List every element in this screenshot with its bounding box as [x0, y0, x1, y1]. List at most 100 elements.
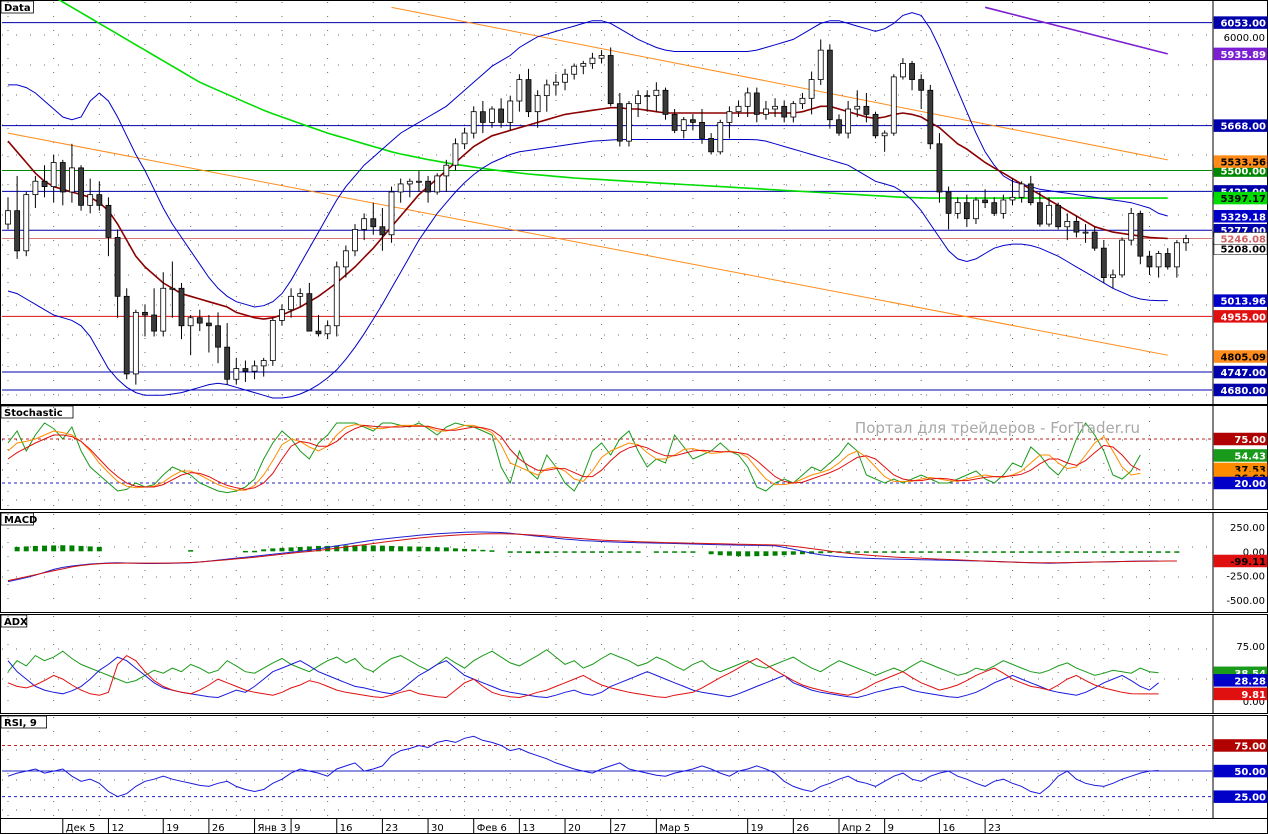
stochastic-panel[interactable] — [2, 407, 1212, 507]
candle[interactable] — [927, 84, 934, 150]
candle[interactable] — [160, 272, 167, 337]
candle[interactable] — [342, 245, 349, 278]
candle[interactable] — [151, 288, 158, 337]
candle[interactable] — [123, 288, 130, 380]
candle[interactable] — [507, 95, 514, 131]
candle[interactable] — [635, 90, 641, 118]
candle[interactable] — [205, 315, 212, 353]
candle[interactable] — [863, 92, 870, 123]
candle[interactable] — [14, 175, 21, 259]
candle[interactable] — [881, 130, 888, 152]
candle[interactable] — [653, 82, 660, 112]
candle[interactable] — [260, 357, 267, 377]
candle[interactable] — [215, 312, 221, 364]
candle[interactable] — [105, 197, 112, 257]
candle[interactable] — [982, 189, 989, 209]
candle[interactable] — [872, 111, 879, 139]
candle[interactable] — [1064, 213, 1071, 241]
candle[interactable] — [854, 90, 861, 118]
candle[interactable] — [963, 194, 970, 227]
candle[interactable] — [32, 175, 39, 209]
candle[interactable] — [717, 119, 724, 155]
candle[interactable] — [59, 159, 66, 206]
candle[interactable] — [416, 170, 422, 192]
candle[interactable] — [41, 165, 48, 198]
adx-panel[interactable] — [2, 616, 1212, 711]
candle[interactable] — [945, 186, 952, 230]
candle[interactable] — [909, 60, 915, 91]
candle[interactable] — [1055, 202, 1062, 230]
candle[interactable] — [571, 63, 578, 80]
candle[interactable] — [142, 304, 148, 337]
candle[interactable] — [406, 178, 413, 198]
candle[interactable] — [1146, 250, 1153, 275]
candle[interactable] — [1110, 269, 1116, 289]
candle[interactable] — [187, 315, 194, 356]
candle[interactable] — [1183, 234, 1189, 251]
candle[interactable] — [1027, 175, 1034, 206]
candle[interactable] — [443, 159, 450, 192]
candle[interactable] — [1082, 224, 1089, 243]
candle[interactable] — [388, 186, 395, 243]
candle[interactable] — [845, 100, 852, 139]
candle[interactable] — [1128, 208, 1135, 246]
candle[interactable] — [626, 100, 632, 147]
candle[interactable] — [589, 52, 596, 69]
candle[interactable] — [23, 191, 30, 257]
candle[interactable] — [598, 50, 605, 64]
candle[interactable] — [1155, 250, 1162, 278]
candle[interactable] — [991, 197, 998, 217]
candle[interactable] — [1009, 178, 1016, 206]
candle[interactable] — [918, 74, 925, 110]
candle[interactable] — [753, 87, 760, 123]
candle[interactable] — [936, 133, 943, 203]
candle[interactable] — [269, 317, 276, 366]
candle[interactable] — [534, 90, 541, 128]
candle[interactable] — [479, 100, 486, 134]
candle[interactable] — [279, 304, 285, 326]
candle[interactable] — [425, 175, 431, 203]
candle[interactable] — [562, 68, 568, 91]
candle[interactable] — [735, 100, 742, 118]
candle[interactable] — [114, 229, 121, 318]
candle[interactable] — [78, 165, 84, 211]
candle[interactable] — [616, 92, 623, 147]
candle[interactable] — [242, 360, 249, 382]
candle[interactable] — [689, 114, 696, 131]
candle[interactable] — [498, 98, 505, 128]
candle[interactable] — [890, 74, 897, 136]
candle[interactable] — [169, 261, 176, 318]
price-panel[interactable] — [2, 0, 1212, 402]
candle[interactable] — [251, 360, 258, 380]
candle[interactable] — [699, 109, 705, 144]
candle[interactable] — [525, 68, 532, 118]
candle[interactable] — [1000, 194, 1007, 219]
candle[interactable] — [817, 39, 824, 85]
candle[interactable] — [790, 100, 797, 123]
candle[interactable] — [5, 197, 11, 230]
candle[interactable] — [233, 357, 240, 385]
rsi-panel[interactable] — [2, 717, 1212, 816]
candle[interactable] — [96, 181, 103, 211]
candle[interactable] — [1073, 216, 1080, 238]
candle[interactable] — [315, 315, 322, 337]
candle[interactable] — [836, 114, 842, 136]
candle[interactable] — [324, 320, 331, 340]
candle[interactable] — [1100, 240, 1107, 283]
candle[interactable] — [352, 224, 358, 257]
candle[interactable] — [1018, 181, 1025, 203]
candle[interactable] — [954, 197, 961, 219]
candle[interactable] — [196, 309, 203, 332]
candle[interactable] — [132, 309, 139, 385]
candle[interactable] — [607, 47, 614, 107]
candle[interactable] — [772, 98, 778, 118]
candle[interactable] — [69, 143, 75, 203]
candle[interactable] — [397, 178, 404, 203]
candle[interactable] — [370, 202, 377, 235]
candle[interactable] — [489, 106, 495, 128]
candle[interactable] — [781, 100, 788, 123]
candle[interactable] — [288, 288, 294, 318]
candle[interactable] — [543, 79, 550, 112]
candle[interactable] — [178, 282, 185, 340]
